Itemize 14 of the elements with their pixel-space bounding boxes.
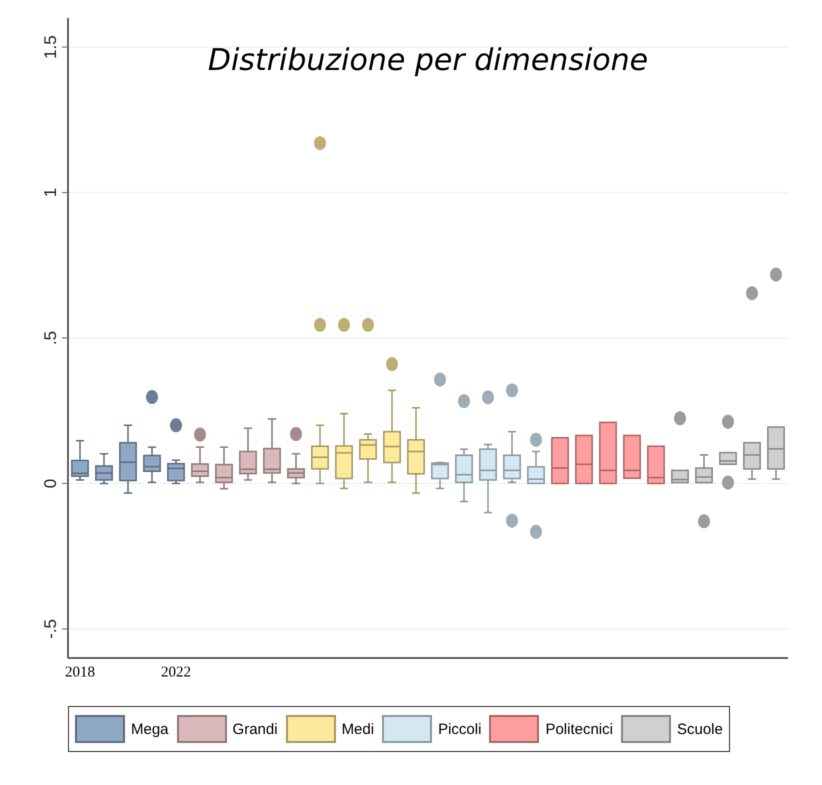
legend-label: Politecnici — [545, 720, 613, 738]
legend-label: Grandi — [232, 720, 278, 738]
legend-label: Mega — [131, 720, 169, 738]
y-tick-label: 1 — [41, 188, 60, 198]
text: Distribuzione per dimensione — [206, 43, 650, 78]
x-tick-label: 2022 — [161, 664, 191, 681]
y-tick-label: -.5 — [41, 618, 60, 639]
y-tick-label: 1.5 — [41, 35, 60, 59]
legend-label: Medi — [342, 720, 374, 738]
legend-label: Scuole — [676, 720, 723, 738]
y-tick-label: .5 — [41, 330, 60, 346]
x-tick-label: 2018 — [65, 664, 95, 681]
legend-label: Piccoli — [438, 720, 482, 738]
y-tick-label: 0 — [41, 478, 60, 488]
